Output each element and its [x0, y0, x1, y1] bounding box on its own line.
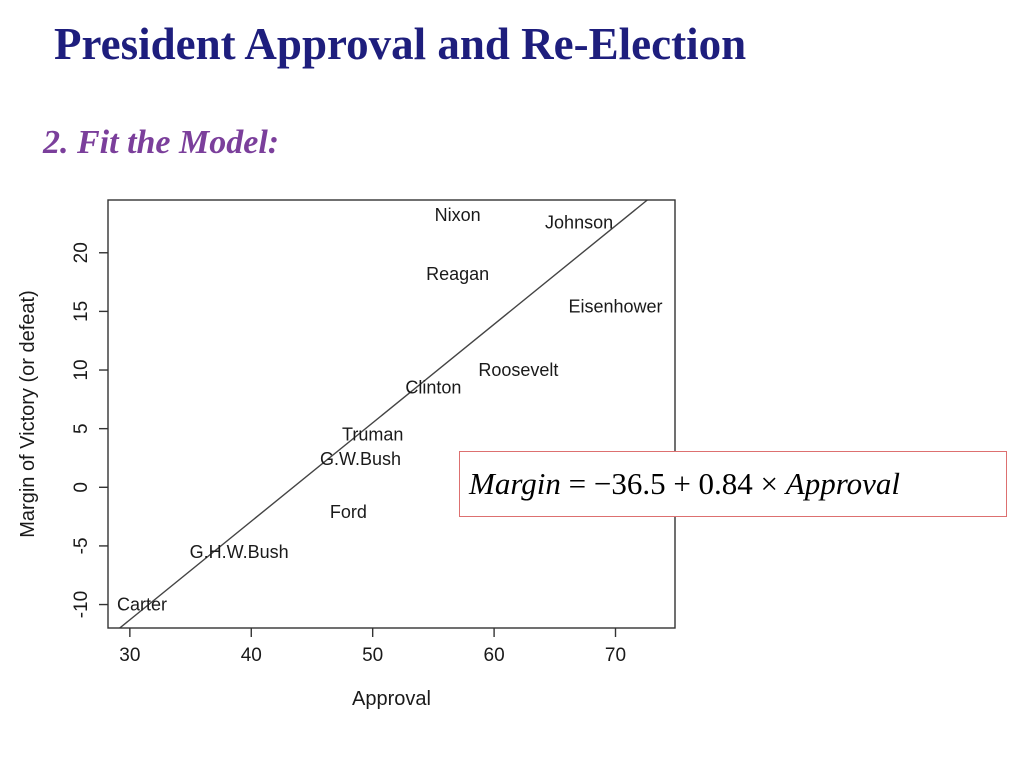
- equation-operator-part: = −36.5 + 0.84 ×: [560, 466, 786, 501]
- president-label: Clinton: [405, 378, 461, 398]
- y-axis-tick-label: 20: [71, 242, 92, 263]
- slide-subtitle: 2. Fit the Model:: [43, 124, 280, 161]
- x-axis-tick-label: 50: [362, 645, 383, 666]
- president-label: Roosevelt: [478, 360, 558, 380]
- x-axis-tick-label: 30: [119, 645, 140, 666]
- x-axis-title: Approval: [352, 688, 431, 710]
- regression-line: [119, 199, 648, 629]
- y-axis-tick-label: 0: [71, 482, 92, 493]
- president-label: G.W.Bush: [320, 449, 401, 469]
- president-label: Truman: [342, 425, 403, 445]
- y-axis-title: Margin of Victory (or defeat): [17, 290, 39, 538]
- slide-title: President Approval and Re-Election: [54, 19, 747, 69]
- x-axis-tick-label: 60: [484, 645, 505, 666]
- y-axis-tick-label: -5: [71, 537, 92, 554]
- equation-lhs: Margin: [469, 466, 561, 501]
- equation-rhs: Approval: [785, 466, 901, 501]
- y-axis-tick-label: 5: [71, 423, 92, 434]
- regression-equation-box: Margin = −36.5 + 0.84 × Approval: [459, 451, 1007, 517]
- plot-border: [107, 199, 676, 629]
- president-label: Nixon: [435, 205, 481, 225]
- y-axis-tick-label: 10: [71, 359, 92, 380]
- x-axis-tick-label: 70: [605, 645, 626, 666]
- president-label: Carter: [117, 595, 167, 615]
- president-label: Johnson: [545, 212, 613, 232]
- president-label: Ford: [330, 502, 367, 522]
- y-axis-tick-label: 15: [71, 301, 92, 322]
- y-axis-tick-label: -10: [71, 591, 92, 618]
- president-label: Reagan: [426, 264, 489, 284]
- president-label: G.H.W.Bush: [190, 542, 289, 562]
- x-axis-tick-label: 40: [241, 645, 262, 666]
- president-label: Eisenhower: [568, 297, 662, 317]
